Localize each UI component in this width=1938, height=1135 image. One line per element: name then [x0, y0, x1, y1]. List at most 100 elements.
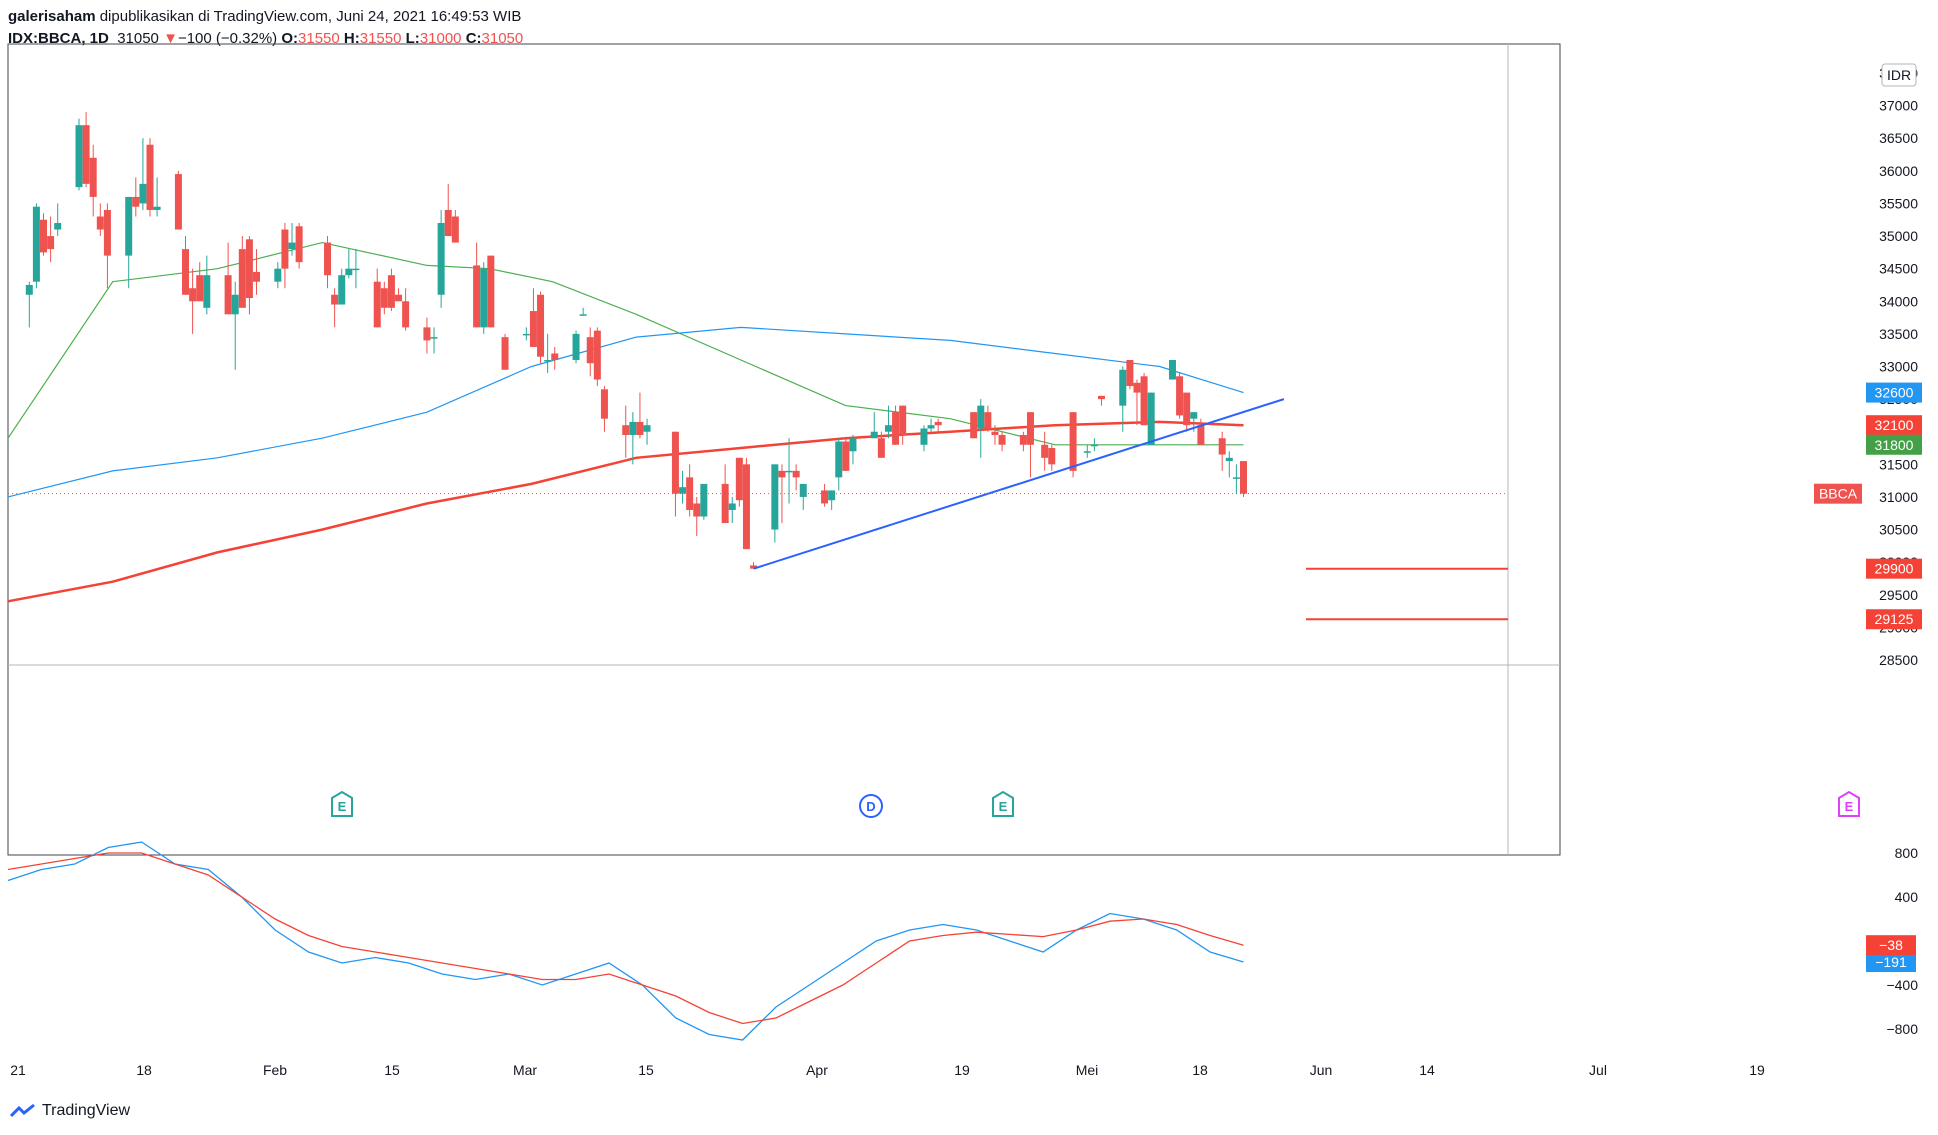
candle[interactable] — [473, 242, 481, 328]
candle-body[interactable] — [423, 327, 431, 341]
candle[interactable] — [735, 457, 743, 507]
candle-body[interactable] — [998, 434, 1006, 445]
candle-body[interactable] — [821, 490, 829, 504]
candle-body[interactable] — [551, 353, 559, 360]
candle[interactable] — [828, 490, 836, 510]
candle-body[interactable] — [742, 464, 750, 550]
candle-body[interactable] — [125, 196, 133, 256]
candle[interactable] — [579, 307, 587, 316]
candle-body[interactable] — [47, 236, 55, 250]
candle-body[interactable] — [1097, 395, 1105, 400]
candle-body[interactable] — [899, 405, 907, 435]
candle-body[interactable] — [54, 223, 62, 230]
candle[interactable] — [537, 291, 545, 364]
candle[interactable] — [991, 425, 999, 445]
candle-body[interactable] — [934, 421, 942, 426]
candle-body[interactable] — [970, 412, 978, 439]
candle-body[interactable] — [728, 503, 736, 510]
candle[interactable] — [1218, 431, 1226, 471]
candle-body[interactable] — [828, 490, 836, 501]
event-marker-e[interactable]: E — [331, 790, 353, 817]
candle[interactable] — [679, 470, 687, 504]
candle-body[interactable] — [380, 288, 388, 308]
candle-body[interactable] — [1239, 461, 1247, 494]
candle-body[interactable] — [1119, 369, 1127, 406]
candle-body[interactable] — [1197, 425, 1205, 445]
candle-body[interactable] — [480, 268, 488, 328]
candle[interactable] — [1048, 444, 1056, 471]
candle-body[interactable] — [1133, 382, 1141, 393]
candle[interactable] — [1183, 392, 1191, 432]
candle[interactable] — [1197, 418, 1205, 445]
candle[interactable] — [1239, 461, 1247, 497]
candle[interactable] — [146, 138, 154, 217]
candle[interactable] — [970, 412, 978, 439]
candle-body[interactable] — [395, 294, 403, 302]
candle[interactable] — [295, 223, 303, 269]
candle[interactable] — [1083, 444, 1091, 458]
candle[interactable] — [785, 438, 793, 504]
candle[interactable] — [174, 170, 182, 230]
candle[interactable] — [870, 412, 878, 439]
candle[interactable] — [1026, 412, 1034, 478]
candle-body[interactable] — [174, 174, 182, 230]
candle[interactable] — [480, 262, 488, 334]
candle-body[interactable] — [437, 223, 445, 295]
candle-body[interactable] — [1176, 376, 1184, 416]
candle[interactable] — [47, 216, 55, 263]
candle-body[interactable] — [288, 242, 296, 250]
candle-body[interactable] — [544, 359, 552, 362]
candle[interactable] — [693, 496, 701, 537]
candle-body[interactable] — [700, 483, 708, 517]
candle-body[interactable] — [224, 275, 232, 315]
candle-body[interactable] — [89, 157, 97, 197]
candle[interactable] — [103, 203, 111, 289]
candle[interactable] — [529, 288, 537, 347]
currency-button[interactable]: IDR — [1881, 63, 1917, 87]
candle[interactable] — [203, 255, 211, 315]
candle[interactable] — [1225, 451, 1233, 478]
candle[interactable] — [352, 249, 360, 289]
candle[interactable] — [984, 405, 992, 432]
candle-body[interactable] — [96, 216, 104, 230]
candle[interactable] — [643, 418, 651, 445]
candle[interactable] — [182, 236, 190, 295]
candle[interactable] — [622, 405, 630, 458]
candle-body[interactable] — [324, 242, 332, 276]
candle-body[interactable] — [622, 425, 630, 435]
candle-body[interactable] — [572, 333, 580, 360]
candle-body[interactable] — [1147, 392, 1155, 445]
candle-body[interactable] — [1225, 457, 1233, 462]
candle[interactable] — [629, 412, 637, 465]
candle-body[interactable] — [132, 196, 140, 207]
candle-body[interactable] — [153, 206, 161, 210]
candle[interactable] — [245, 236, 253, 315]
candle-body[interactable] — [203, 275, 211, 308]
candle[interactable] — [75, 118, 83, 191]
candle[interactable] — [387, 268, 395, 312]
candle-body[interactable] — [451, 216, 459, 243]
candle-body[interactable] — [1048, 448, 1056, 465]
candle[interactable] — [842, 438, 850, 471]
candle[interactable] — [1133, 379, 1141, 426]
candle[interactable] — [877, 431, 885, 458]
candle[interactable] — [593, 327, 601, 387]
candle[interactable] — [32, 203, 40, 289]
candle[interactable] — [444, 183, 452, 237]
candle[interactable] — [920, 425, 928, 452]
candle[interactable] — [125, 196, 133, 289]
candle[interactable] — [998, 431, 1006, 452]
candle[interactable] — [821, 483, 829, 507]
candle-body[interactable] — [529, 311, 537, 347]
candle-body[interactable] — [1232, 477, 1240, 479]
candle-body[interactable] — [373, 281, 381, 328]
candle-body[interactable] — [82, 125, 90, 184]
candle[interactable] — [778, 464, 786, 524]
candle-body[interactable] — [331, 294, 339, 305]
candle[interactable] — [721, 464, 729, 524]
candle-body[interactable] — [991, 431, 999, 435]
candle-body[interactable] — [196, 275, 204, 302]
candle-body[interactable] — [792, 470, 800, 478]
candle-body[interactable] — [884, 425, 892, 432]
